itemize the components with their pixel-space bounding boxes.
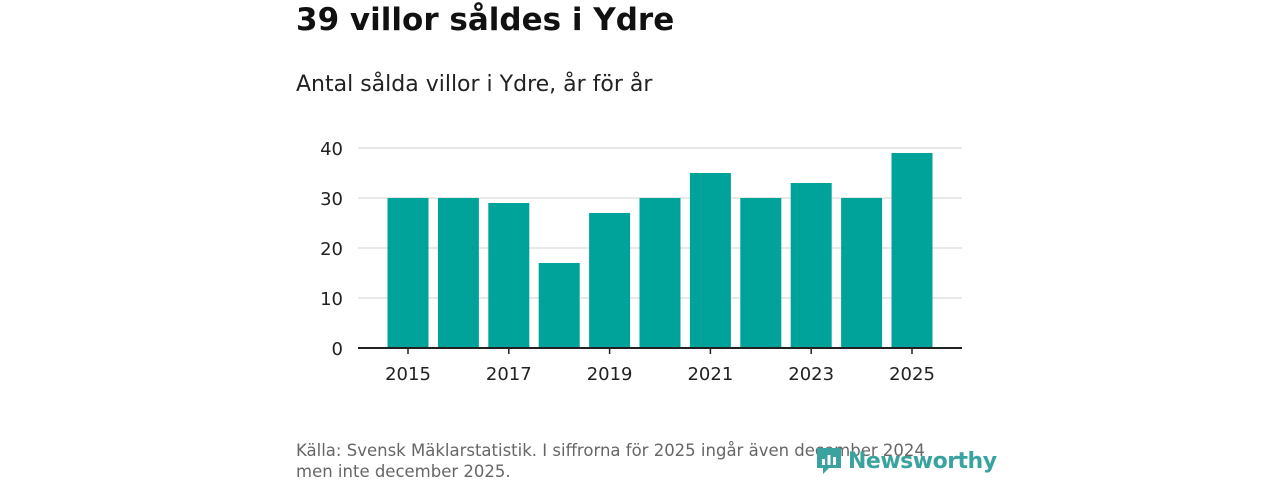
x-tick-label: 2017: [486, 364, 532, 385]
logo-text: Newsworthy: [848, 448, 997, 474]
x-tick-label: 2015: [385, 364, 431, 385]
y-tick-label: 0: [332, 339, 343, 360]
y-tick-label: 40: [320, 139, 343, 160]
bar-2017[interactable]: [488, 203, 530, 348]
bar-2025[interactable]: [891, 153, 933, 348]
bar-2018[interactable]: [538, 263, 580, 348]
newsworthy-logo[interactable]: Newsworthy: [815, 446, 997, 476]
source-line-1: Källa: Svensk Mäklarstatistik. I siffror…: [296, 441, 925, 460]
chart-subtitle: Antal sålda villor i Ydre, år för år: [296, 72, 653, 97]
bar-2021[interactable]: [689, 173, 731, 348]
x-axis: 2015 2017 2019 2021 2023 2025: [358, 347, 962, 385]
bar-2016[interactable]: [437, 198, 479, 348]
bar-2020[interactable]: [639, 198, 681, 348]
x-tick-label: 2025: [889, 364, 935, 385]
x-tick-label: 2021: [687, 364, 733, 385]
y-tick-label: 20: [320, 239, 343, 260]
y-tick-label: 10: [320, 289, 343, 310]
x-tick-label: 2023: [788, 364, 834, 385]
bars: [387, 153, 933, 348]
bar-2022[interactable]: [740, 198, 782, 348]
source-line-2: men inte december 2025.: [296, 462, 511, 481]
x-tick-label: 2019: [587, 364, 633, 385]
source-note: Källa: Svensk Mäklarstatistik. I siffror…: [296, 440, 956, 482]
y-tick-label: 30: [320, 189, 343, 210]
newsworthy-logo-icon: [817, 448, 841, 474]
chart-title: 39 villor såldes i Ydre: [296, 2, 675, 38]
bar-2024[interactable]: [841, 198, 883, 348]
bar-2015[interactable]: [387, 198, 429, 348]
bar-2023[interactable]: [790, 183, 832, 348]
y-axis-ticks: 0 10 20 30 40: [320, 139, 343, 360]
bar-2019[interactable]: [589, 213, 631, 348]
